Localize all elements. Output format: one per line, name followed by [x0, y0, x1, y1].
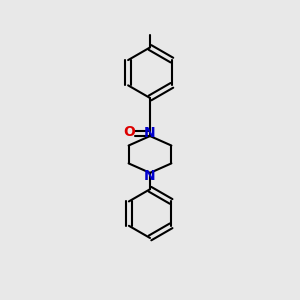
Text: N: N	[144, 126, 156, 140]
Text: N: N	[144, 169, 156, 183]
Text: O: O	[124, 125, 135, 140]
